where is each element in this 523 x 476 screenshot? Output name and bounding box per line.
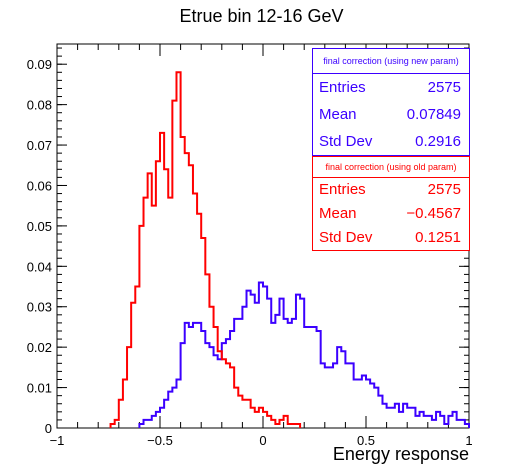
stat-box-header: final correction (using new param) [313,49,469,74]
stat-box-new-param: final correction (using new param) Entri… [312,48,470,156]
y-tick-label: 0 [45,421,52,436]
y-tick-label: 0.02 [27,340,52,355]
histogram-series [109,71,470,428]
chart-title: Etrue bin 12-16 GeV [179,6,344,26]
stat-box-header: final correction (using old param) [313,157,469,178]
stat-value: 2575 [427,181,461,198]
x-tick-label: 0 [259,433,266,448]
stat-row-entries: Entries 2575 [313,178,469,202]
stat-box-old-param: final correction (using old param) Entri… [312,156,470,251]
stat-label: Mean [319,205,357,222]
stat-value: 2575 [427,79,461,96]
x-axis-label: Energy response [332,444,469,464]
stat-row-mean: Mean 0.07849 [313,101,469,128]
y-tick-label: 0.07 [27,138,52,153]
x-tick-label: −0.5 [147,433,173,448]
y-tick-label: 0.03 [27,300,52,315]
stat-row-stddev: Std Dev 0.1251 [313,226,469,250]
y-tick-label: 0.09 [27,57,52,72]
stat-value: 0.1251 [415,229,461,246]
y-tick-label: 0.05 [27,219,52,234]
stat-row-entries: Entries 2575 [313,74,469,101]
x-tick-label: 1 [465,433,472,448]
stat-label: Mean [319,106,357,123]
stat-label: Entries [319,181,366,198]
stat-label: Std Dev [319,229,373,246]
x-tick-label: 0.5 [357,433,375,448]
x-tick-label: −1 [50,433,65,448]
stat-value: 0.2916 [415,133,461,150]
y-tick-label: 0.01 [27,381,52,396]
stat-row-mean: Mean −0.4567 [313,202,469,226]
histogram-line-series-2 [109,71,302,428]
stat-label: Entries [319,79,366,96]
y-tick-label: 0.04 [27,259,52,274]
y-tick-label: 0.08 [27,98,52,113]
histogram-line-series-1 [138,281,470,428]
stat-label: Std Dev [319,133,373,150]
stat-value: −0.4567 [406,205,461,222]
stat-row-stddev: Std Dev 0.2916 [313,128,469,155]
y-tick-label: 0.06 [27,178,52,193]
stat-value: 0.07849 [406,106,461,123]
